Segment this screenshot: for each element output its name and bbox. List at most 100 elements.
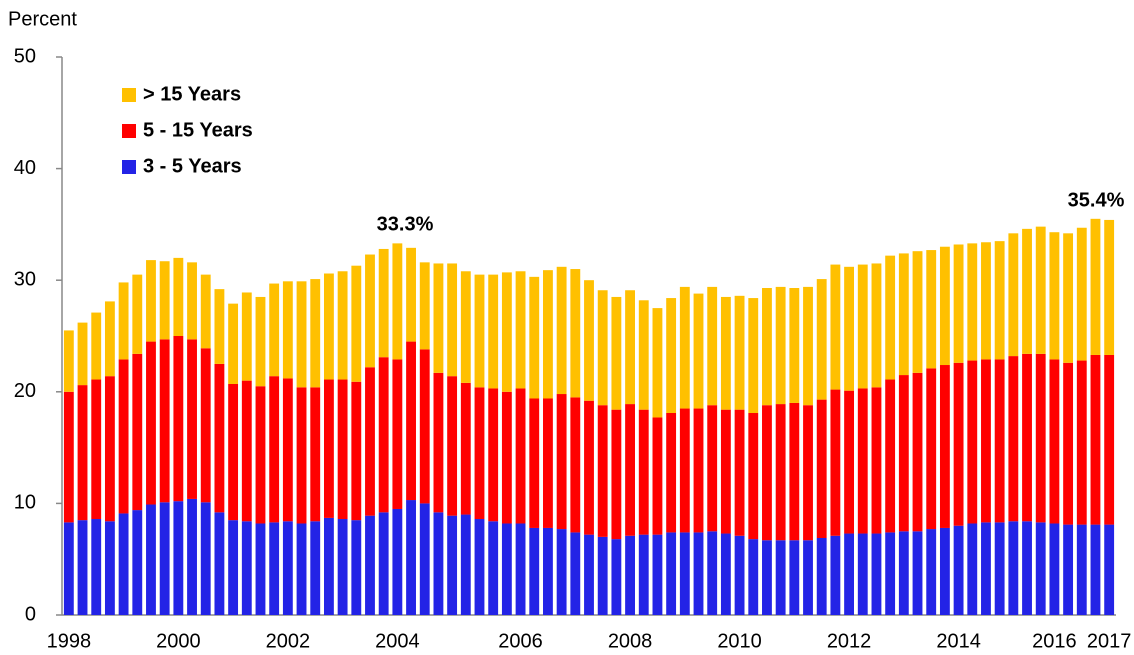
bar-segment: [146, 341, 156, 505]
bar-segment: [419, 349, 430, 504]
bar-segment: [1104, 524, 1115, 615]
bar-segment: [1063, 362, 1074, 525]
bar-segment: [597, 405, 608, 537]
bar-segment: [898, 253, 909, 376]
bar-segment: [981, 242, 991, 360]
bar-segment: [159, 339, 170, 503]
bar-segment: [638, 409, 649, 535]
bar-segment: [720, 533, 731, 615]
bar-segment: [488, 274, 499, 389]
bar-segment: [584, 400, 594, 535]
y-tick-label: 0: [25, 603, 36, 625]
bar-segment: [857, 264, 868, 389]
y-tick-label: 10: [14, 492, 36, 514]
bar-segment: [1049, 232, 1060, 360]
bar-segment: [515, 271, 526, 389]
bar-segment: [652, 308, 663, 418]
x-tick-label: 2016: [1032, 630, 1077, 652]
bar-segment: [118, 359, 129, 514]
bar-segment: [570, 269, 581, 398]
bar-segment: [282, 378, 293, 522]
bar-segment: [857, 388, 868, 534]
bar-segment: [611, 409, 622, 540]
bar-segment: [679, 408, 690, 533]
bar-segment: [241, 292, 252, 381]
bar-segment: [912, 251, 923, 373]
bar-segment: [625, 404, 635, 536]
bar-segment: [543, 398, 553, 528]
bar-segment: [488, 388, 499, 522]
bar-segment: [104, 521, 115, 615]
legend-swatch: [122, 160, 136, 174]
bar-segment: [310, 521, 321, 615]
bar-segment: [378, 357, 389, 513]
bar-segment: [762, 405, 772, 541]
bar-segment: [173, 257, 184, 336]
bar-segment: [214, 363, 225, 513]
bar-segment: [666, 413, 677, 533]
bar-segment: [159, 261, 170, 340]
x-tick-label: 2010: [717, 630, 762, 652]
bar-segment: [734, 295, 745, 410]
bar-segment: [447, 376, 458, 516]
bar-segment: [323, 273, 334, 380]
bar-segment: [720, 296, 731, 410]
bar-segment: [543, 270, 553, 399]
bar-segment: [488, 521, 499, 615]
bar-segment: [146, 260, 156, 342]
bar-segment: [939, 365, 950, 528]
bar-segment: [720, 409, 731, 534]
bar-segment: [173, 336, 184, 502]
bar-segment: [296, 523, 307, 615]
bar-segment: [187, 262, 197, 340]
bar-segment: [200, 274, 211, 349]
bar-segment: [392, 508, 403, 615]
bar-segment: [200, 348, 211, 503]
bar-segment: [1090, 218, 1101, 355]
bar-segment: [666, 298, 677, 414]
annotation: 33.3%: [377, 213, 434, 235]
bar-segment: [844, 266, 855, 391]
bar-segment: [871, 387, 882, 534]
bar-segment: [611, 539, 622, 615]
bar-segment: [1090, 354, 1101, 525]
bar-segment: [789, 540, 800, 615]
legend-swatch: [122, 88, 136, 102]
bar-segment: [871, 263, 882, 388]
bar-segment: [939, 527, 950, 615]
y-axis-label: Percent: [8, 8, 77, 30]
bar-segment: [501, 272, 512, 392]
bar-segment: [447, 515, 458, 615]
bar-segment: [816, 537, 827, 615]
x-tick-label: 2017: [1087, 630, 1132, 652]
bar-segment: [378, 512, 389, 615]
bar-segment: [652, 534, 663, 615]
bar-segment: [967, 360, 978, 524]
bar-segment: [734, 535, 745, 615]
bar-segment: [1008, 233, 1019, 357]
bar-segment: [693, 293, 704, 409]
bar-segment: [460, 271, 471, 383]
bar-segment: [447, 263, 458, 377]
x-tick-label: 2008: [608, 630, 653, 652]
bar-segment: [748, 539, 759, 615]
bar-segment: [775, 540, 786, 615]
bar-segment: [529, 527, 540, 615]
bar-segment: [816, 399, 827, 538]
bar-segment: [1104, 354, 1115, 525]
bar-segment: [118, 513, 129, 615]
y-tick-label: 50: [14, 45, 36, 67]
bar-segment: [803, 286, 813, 406]
x-tick-label: 2012: [827, 630, 872, 652]
bar-segment: [392, 359, 403, 509]
bar-segment: [994, 359, 1005, 523]
bar-segment: [406, 341, 416, 501]
bar-segment: [1022, 353, 1032, 522]
bar-segment: [638, 300, 649, 410]
bar-segment: [625, 535, 635, 615]
bar-segment: [693, 408, 704, 533]
bar-segment: [310, 279, 321, 388]
bar-segment: [1008, 521, 1019, 615]
annotation: 35.4%: [1068, 189, 1125, 211]
